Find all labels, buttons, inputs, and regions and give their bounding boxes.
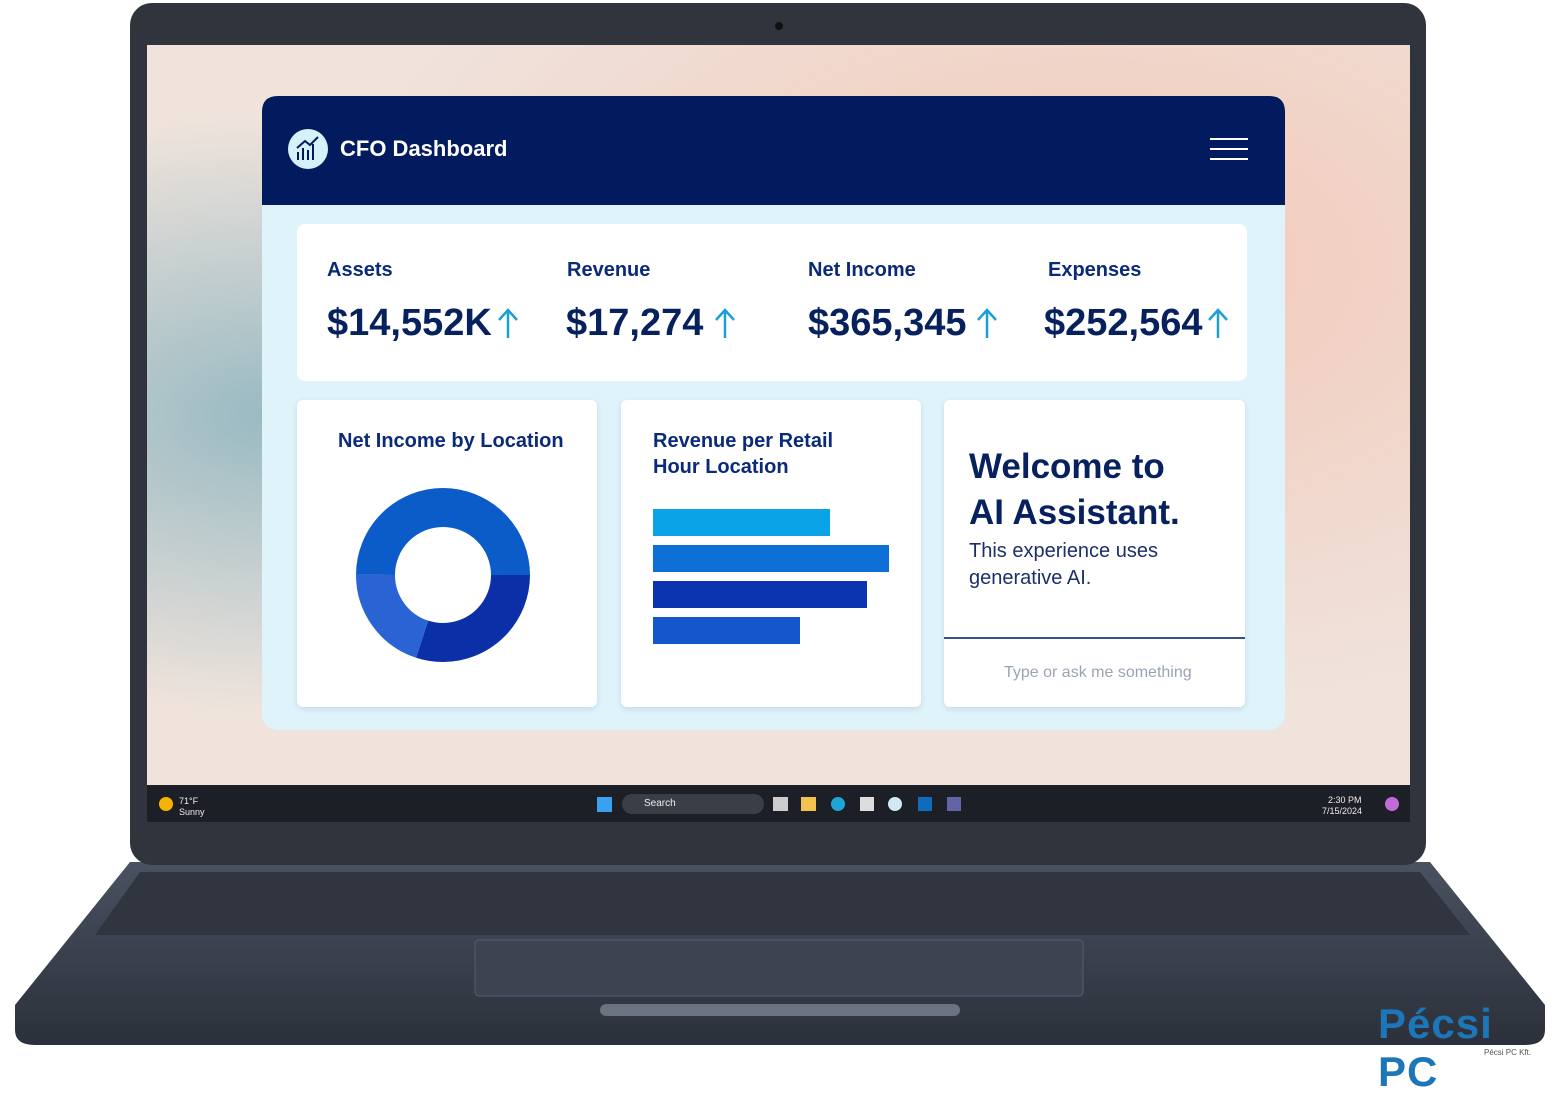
watermark-brand: Pécsi PC <box>1378 1000 1493 1095</box>
start-button[interactable] <box>597 797 612 812</box>
keyboard <box>95 872 1470 935</box>
kpi-card <box>297 224 1247 381</box>
donut-segment <box>356 488 530 662</box>
assistant-text: This experience uses generative AI. <box>969 540 1158 589</box>
weather: Sunny <box>179 807 205 817</box>
bar <box>653 545 889 572</box>
clock-time: 2:30 PM <box>1328 795 1362 805</box>
camera <box>775 22 783 30</box>
kpi-value: $17,274 <box>566 302 704 344</box>
chat-input[interactable]: Type or ask me something <box>1004 664 1192 681</box>
kpi-label: Assets <box>327 259 393 281</box>
weather-icon <box>159 797 173 811</box>
divider <box>944 637 1245 639</box>
hinge <box>600 1004 960 1016</box>
panel-title: Revenue per Retail Hour Location <box>653 430 834 478</box>
up-arrows <box>498 308 1228 338</box>
bar <box>653 509 830 536</box>
mini-charts <box>356 488 889 662</box>
search-label[interactable]: Search <box>644 798 676 809</box>
bar <box>653 581 867 608</box>
temperature: 71°F <box>179 796 199 806</box>
kpi-value: $365,345 <box>808 302 967 344</box>
kpi-value: $252,564 <box>1044 302 1203 344</box>
touchpad <box>474 939 1084 997</box>
panel-title: Net Income by Location <box>338 430 564 452</box>
clock-date: 7/15/2024 <box>1322 806 1363 816</box>
kpi-label: Expenses <box>1048 259 1142 281</box>
kpi-value: $14,552K <box>327 302 492 344</box>
taskbar-apps[interactable] <box>773 797 1399 811</box>
donut-segment <box>356 488 530 662</box>
logo-icon <box>296 136 319 160</box>
dashboard-header <box>262 96 1285 205</box>
kpi-label: Net Income <box>808 259 916 281</box>
app-title: CFO Dashboard <box>340 136 508 161</box>
bar <box>653 617 800 644</box>
kpi-label: Revenue <box>567 259 651 281</box>
assistant-heading: Welcome to AI Assistant. <box>969 447 1180 532</box>
search-box[interactable] <box>622 794 764 814</box>
menu-button[interactable] <box>1210 138 1248 160</box>
panel <box>944 400 1245 707</box>
watermark-company: Pécsi PC Kft. <box>1484 1048 1532 1057</box>
